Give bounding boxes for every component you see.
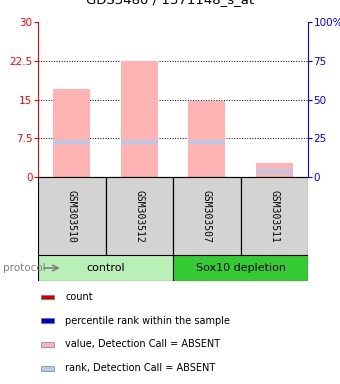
Bar [41, 295, 54, 299]
Bar [41, 342, 54, 347]
Bar [173, 255, 308, 281]
Text: GSM303512: GSM303512 [134, 190, 144, 242]
Text: count: count [65, 292, 92, 302]
Bar [53, 140, 90, 144]
Text: GSM303510: GSM303510 [67, 190, 77, 242]
Bar [256, 169, 293, 173]
Bar [121, 61, 158, 177]
Bar [188, 140, 225, 144]
Bar [38, 255, 173, 281]
Bar [188, 101, 225, 177]
Bar [38, 177, 105, 255]
Text: protocol: protocol [3, 263, 46, 273]
Bar [256, 162, 293, 177]
Bar [173, 177, 240, 255]
Text: control: control [86, 263, 125, 273]
Text: GDS3480 / 1371148_s_at: GDS3480 / 1371148_s_at [86, 0, 254, 6]
Text: percentile rank within the sample: percentile rank within the sample [65, 316, 230, 326]
Text: GSM303507: GSM303507 [202, 190, 212, 242]
Bar [121, 140, 158, 144]
Bar [41, 318, 54, 323]
Text: value, Detection Call = ABSENT: value, Detection Call = ABSENT [65, 339, 220, 349]
Bar [53, 89, 90, 177]
Text: rank, Detection Call = ABSENT: rank, Detection Call = ABSENT [65, 363, 215, 373]
Text: GSM303511: GSM303511 [269, 190, 279, 242]
Text: Sox10 depletion: Sox10 depletion [195, 263, 286, 273]
Bar [41, 366, 54, 371]
Bar [105, 177, 173, 255]
Bar [240, 177, 308, 255]
